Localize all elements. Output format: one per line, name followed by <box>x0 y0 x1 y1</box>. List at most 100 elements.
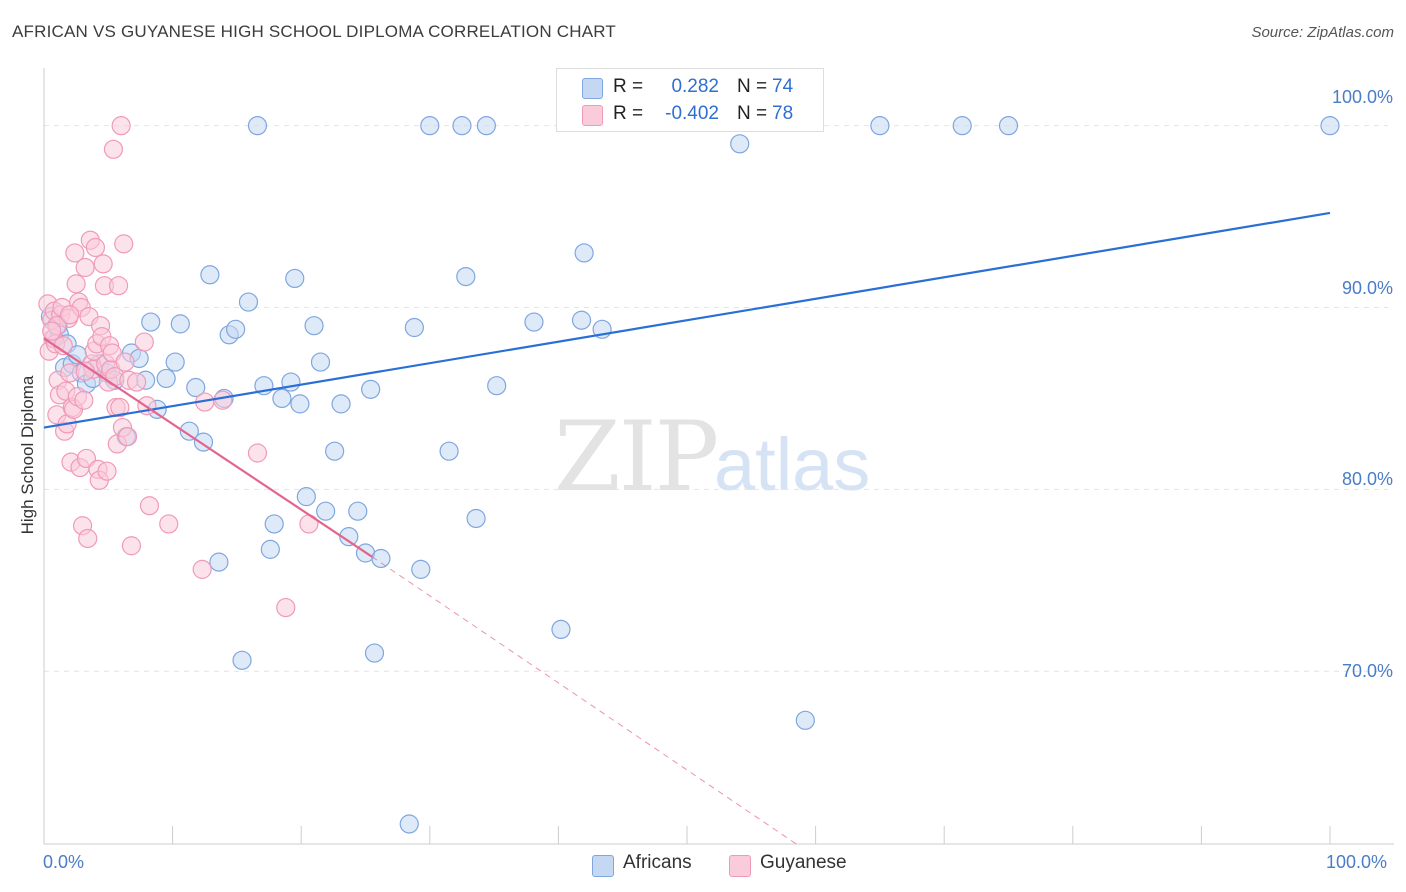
point-africans <box>348 501 368 521</box>
point-africans <box>364 643 385 663</box>
point-guyanese <box>65 243 85 263</box>
trend-line-extension-guyanese <box>371 556 797 845</box>
trend-line-africans <box>43 211 1331 429</box>
legend-row-guyanese: R = -0.402 N = 78 <box>557 101 823 127</box>
point-guyanese <box>247 443 268 463</box>
point-guyanese <box>66 274 86 294</box>
legend-swatch-guyanese <box>582 105 603 126</box>
point-africans <box>316 501 336 521</box>
point-africans <box>361 379 381 399</box>
point-africans <box>399 814 419 834</box>
point-africans <box>487 376 507 396</box>
y-tick-label-70: 70.0% <box>1341 661 1393 681</box>
point-guyanese <box>121 536 142 556</box>
point-africans <box>411 559 431 579</box>
legend-row-africans: R = 0.282 N = 74 <box>557 74 823 100</box>
point-africans <box>371 548 391 569</box>
point-guyanese <box>103 139 124 159</box>
legend-r-label: R = <box>613 103 644 124</box>
point-africans <box>439 441 459 461</box>
point-guyanese <box>42 321 62 341</box>
point-guyanese <box>60 305 80 325</box>
point-africans <box>186 377 206 398</box>
chart-source: Source: ZipAtlas.com <box>1251 24 1394 41</box>
point-africans <box>452 116 472 136</box>
point-africans <box>524 312 544 332</box>
bottom-legend-label-africans: Africans <box>623 852 692 873</box>
point-africans <box>209 552 229 572</box>
legend-n-label: N = <box>737 76 768 97</box>
point-africans <box>456 266 476 287</box>
point-africans <box>165 352 185 372</box>
point-africans <box>998 116 1019 136</box>
point-guyanese <box>85 237 106 258</box>
legend-n-value-africans: 74 <box>772 76 794 97</box>
point-africans <box>238 292 259 312</box>
x-tick-label-100: 100.0% <box>1326 852 1388 872</box>
point-guyanese <box>111 116 131 136</box>
point-africans <box>260 539 280 559</box>
point-africans <box>551 619 571 640</box>
point-africans <box>264 514 284 534</box>
legend-r-label: R = <box>613 76 644 97</box>
point-guyanese <box>75 257 95 278</box>
point-africans <box>952 116 972 136</box>
y-tick-label-100: 100.0% <box>1331 87 1393 107</box>
point-guyanese <box>117 427 138 447</box>
point-guyanese <box>192 559 212 579</box>
point-guyanese <box>74 390 94 410</box>
point-africans <box>296 487 316 507</box>
legend-swatch-africans <box>582 78 603 99</box>
point-africans <box>325 441 345 461</box>
point-africans <box>310 352 331 372</box>
point-africans <box>156 368 176 389</box>
point-guyanese <box>213 390 233 410</box>
bottom-legend-label-guyanese: Guyanese <box>760 852 847 873</box>
point-africans <box>304 316 324 336</box>
point-africans <box>571 310 592 330</box>
point-africans <box>247 116 268 136</box>
point-africans <box>1320 116 1340 136</box>
point-africans <box>574 243 594 263</box>
point-guyanese <box>110 397 130 418</box>
trend-line-guyanese <box>43 337 373 558</box>
point-guyanese <box>97 461 117 481</box>
point-africans <box>285 268 305 289</box>
point-guyanese <box>139 496 160 516</box>
point-africans <box>200 265 220 285</box>
point-guyanese <box>134 332 154 352</box>
point-africans <box>170 314 190 334</box>
point-africans <box>466 508 486 529</box>
point-africans <box>730 134 750 154</box>
point-guyanese <box>93 254 113 274</box>
legend-r-value-guyanese: -0.402 <box>665 103 719 124</box>
y-tick-label-80: 80.0% <box>1341 469 1393 489</box>
point-africans <box>141 312 161 332</box>
point-guyanese <box>276 597 296 618</box>
point-africans <box>331 394 351 414</box>
point-africans <box>272 388 292 409</box>
legend-n-label: N = <box>737 103 768 124</box>
chart-title: AFRICAN VS GUYANESE HIGH SCHOOL DIPLOMA … <box>12 22 616 41</box>
point-guyanese <box>159 514 179 534</box>
point-africans <box>179 421 199 441</box>
bottom-legend-swatch-guyanese <box>729 855 751 877</box>
point-africans <box>226 319 246 339</box>
legend-r-value-africans: 0.282 <box>671 76 719 97</box>
point-guyanese <box>126 372 147 392</box>
watermark-atlas: atlas <box>714 423 870 506</box>
point-africans <box>795 710 815 730</box>
watermark-zip: ZIP <box>554 401 717 513</box>
point-africans <box>339 527 359 547</box>
point-guyanese <box>114 234 134 254</box>
point-africans <box>870 116 890 136</box>
point-africans <box>420 116 440 136</box>
x-tick-label-0: 0.0% <box>43 852 85 872</box>
stats-legend: R = 0.282 N = 74 R = -0.402 N = 78 <box>556 68 824 132</box>
point-guyanese <box>115 352 135 372</box>
y-tick-label-90: 90.0% <box>1341 278 1393 298</box>
point-guyanese <box>108 276 129 296</box>
point-africans <box>232 650 252 670</box>
bottom-legend-swatch-africans <box>592 855 614 877</box>
